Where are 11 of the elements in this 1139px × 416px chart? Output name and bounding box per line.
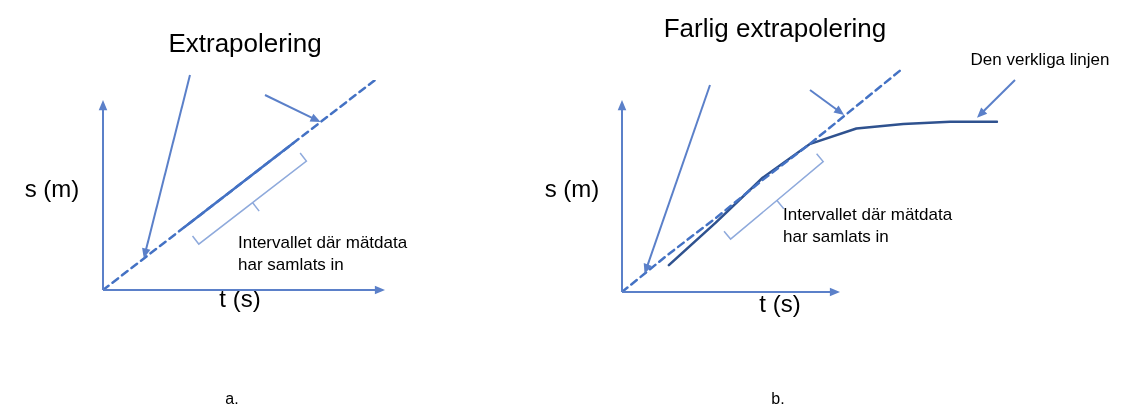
annotation: Den verkliga linjen — [970, 49, 1110, 69]
text: a. — [225, 390, 239, 408]
chart-title: Farlig extrapolering — [663, 13, 887, 44]
y-axis-title: s (m) — [24, 174, 80, 202]
x-axis-title: t (s) — [219, 284, 261, 312]
y-axis-title: s (m) — [544, 174, 600, 202]
text: b. — [771, 390, 785, 408]
x-axis-title: t (s) — [759, 289, 801, 317]
annotation: Intervallet där mätdata har samlats in — [783, 204, 953, 246]
annotation: Intervallet där mätdata har samlats in — [238, 232, 408, 274]
chart-title: Extrapolering — [168, 28, 322, 59]
